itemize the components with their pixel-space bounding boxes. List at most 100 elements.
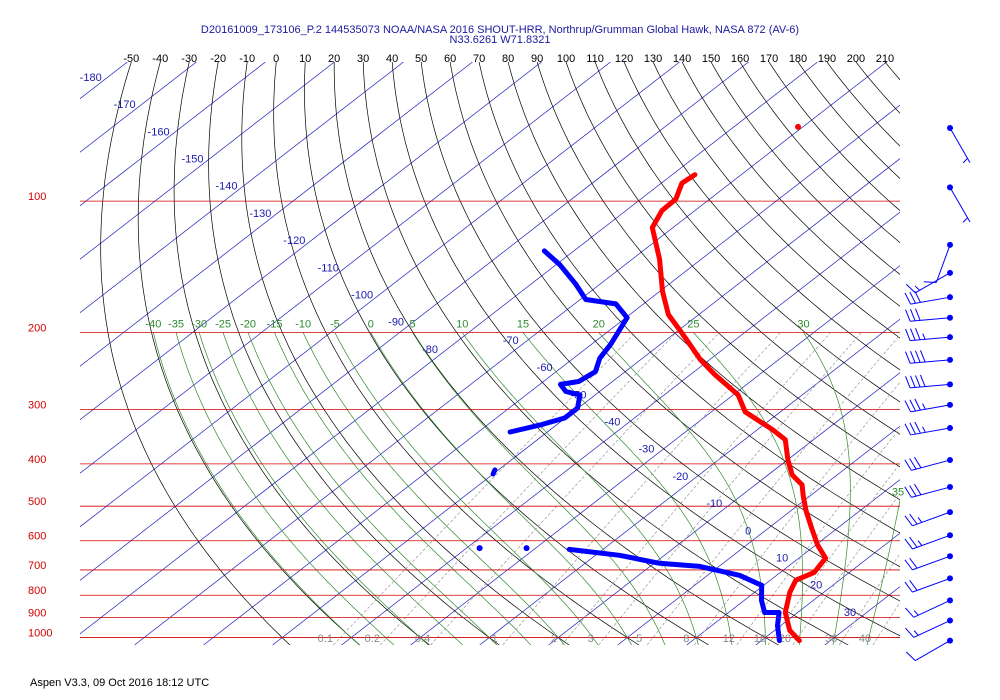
wind-feather [914, 290, 921, 303]
wind-feather [909, 458, 917, 470]
isotherm-label: 30 [844, 607, 856, 619]
wind-feather [905, 309, 911, 322]
dry-adiabat-label: 110 [586, 53, 604, 65]
mixing-ratio-label: 20 [779, 633, 791, 645]
dry-adiabat [208, 62, 500, 645]
wind-feather [922, 426, 926, 433]
wind-staff [910, 359, 951, 364]
pressure-label: 900 [28, 608, 46, 620]
dry-adiabat-label: 140 [673, 53, 691, 65]
moist-adiabat-label: -10 [295, 318, 311, 330]
isotherm-label: -90 [388, 317, 404, 329]
pressure-label: 1000 [28, 627, 52, 639]
dry-adiabat-label: 0 [273, 53, 279, 65]
wind-feather [914, 285, 921, 291]
wind-feather [904, 559, 913, 571]
dry-adiabat [100, 62, 291, 645]
isotherm [80, 62, 335, 260]
wind-feather [910, 351, 916, 364]
dry-adiabat-label: 40 [386, 53, 398, 65]
dry-adiabat [241, 62, 570, 645]
dry-adiabat [304, 62, 709, 645]
dry-adiabat [362, 62, 849, 645]
dry-adiabat-label: 160 [731, 53, 749, 65]
mixing-ratio-line [736, 427, 900, 645]
mixing-ratio-label: 12 [723, 633, 735, 645]
wind-staff [910, 404, 951, 413]
moist-adiabat [302, 332, 565, 645]
isotherm [80, 62, 197, 153]
mixing-ratio-line [502, 332, 781, 645]
isotherm-label: -20 [672, 471, 688, 483]
isotherm [755, 532, 900, 645]
wind-feather [904, 515, 913, 527]
dry-adiabat [420, 62, 900, 602]
dry-adiabat [273, 62, 640, 645]
moist-adiabat [522, 332, 733, 645]
dry-adiabat-label: -20 [210, 53, 226, 65]
isotherm [272, 158, 900, 645]
dry-adiabat [826, 62, 900, 147]
wind-feather [905, 607, 915, 618]
chart-title: D20161009_173106_P.2 144535073 NOAA/NASA… [201, 24, 799, 36]
dry-adiabat-label: 210 [876, 53, 894, 65]
dry-adiabat-label: 170 [760, 53, 778, 65]
wind-feather [914, 483, 922, 496]
wind-feather [905, 651, 916, 661]
wind-barb [904, 456, 953, 471]
wind-feather [914, 456, 922, 469]
isotherm [824, 586, 900, 645]
moist-adiabat-label: -35 [168, 318, 184, 330]
profile-line [507, 248, 630, 435]
wind-staff [912, 534, 951, 550]
moist-adiabat-label: 10 [456, 318, 468, 330]
isotherm-label: 10 [776, 553, 788, 565]
wind-barb [923, 241, 953, 284]
wind-feather [904, 459, 912, 471]
wind-barb [904, 483, 953, 498]
mixing-ratio-line [380, 332, 677, 645]
moist-adiabat-label: 35 [892, 487, 904, 499]
isotherm-label: -100 [351, 290, 373, 302]
profile-line [490, 467, 498, 477]
wind-feather [910, 375, 916, 388]
wind-staff [913, 599, 951, 618]
wind-staff [910, 296, 951, 305]
dry-adiabat-label: 120 [615, 53, 633, 65]
moist-adiabat-label: 30 [797, 318, 809, 330]
wind-feather [905, 328, 911, 341]
mixing-ratio-label: 2 [551, 633, 557, 645]
wind-feather [905, 283, 916, 294]
wind-barb [905, 374, 953, 389]
pressure-label: 100 [28, 191, 46, 203]
dry-adiabat-label: 200 [847, 53, 865, 65]
wind-feather [909, 536, 918, 548]
wind-barb [904, 290, 953, 305]
pressure-label: 700 [28, 560, 46, 572]
dry-adiabat-label: 30 [357, 53, 369, 65]
wind-feather [919, 374, 926, 387]
wind-feather [905, 627, 915, 638]
wind-feather [904, 538, 913, 550]
dry-adiabat-label: 130 [644, 53, 662, 65]
wind-staff [913, 620, 951, 638]
dry-adiabat [855, 62, 900, 114]
isotherm-label: -130 [249, 208, 271, 220]
isotherm [341, 211, 900, 645]
wind-staff [949, 187, 971, 223]
wind-feather [909, 422, 916, 435]
wind-feather [904, 400, 912, 413]
moist-adiabat-label: 15 [517, 318, 529, 330]
dry-adiabat [681, 62, 900, 307]
isotherm [134, 62, 887, 645]
wind-feather [915, 308, 921, 321]
dry-adiabat [137, 62, 360, 645]
dry-adiabat-label: 190 [818, 53, 836, 65]
wind-barb [904, 553, 953, 571]
isotherm [80, 62, 473, 367]
mixing-ratio-label: 0.1 [318, 633, 333, 645]
dry-adiabat [478, 62, 900, 534]
dry-adiabat [507, 62, 900, 501]
wind-staff [912, 555, 951, 571]
profile-line [566, 546, 782, 644]
